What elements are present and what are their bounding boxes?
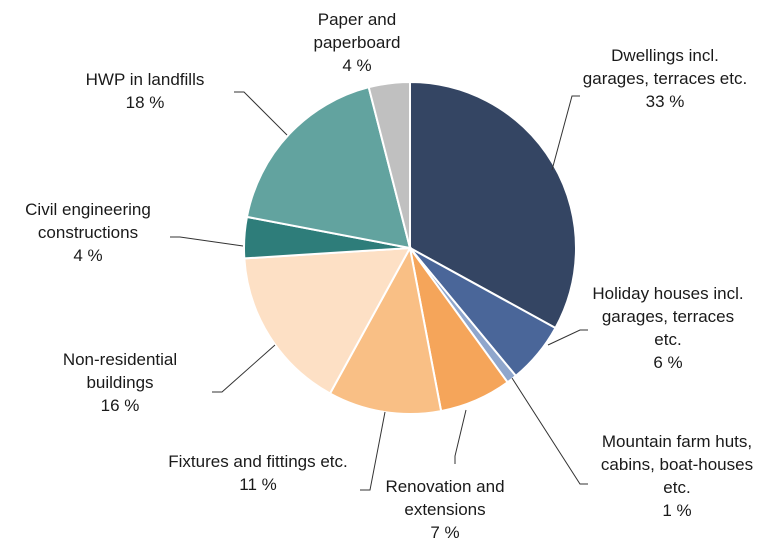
value-label: 16 % <box>100 396 140 415</box>
slice-label: Civil engineering constructions 4 % <box>3 198 173 267</box>
value-label: 4 % <box>73 246 103 265</box>
slice-label: Dwellings incl. garages, terraces etc. 33… <box>580 44 750 113</box>
leader-line <box>360 411 386 491</box>
category-name: Dwellings incl. garages, terraces etc. <box>582 46 748 88</box>
category-name: Non-residential buildings <box>62 350 178 392</box>
leader-line <box>511 377 588 485</box>
pie-slice <box>243 246 412 395</box>
value-label: 7 % <box>430 523 460 542</box>
slice-label: Renovation and extensions 7 % <box>370 475 520 544</box>
leader-line <box>547 329 588 346</box>
value-label: 6 % <box>653 353 683 372</box>
slice-label: HWP in landfills 18 % <box>60 68 230 114</box>
value-label: 4 % <box>342 56 372 75</box>
slice-label: Holiday houses incl. garages, terraces e… <box>588 282 748 374</box>
slice-label: Fixtures and fittings etc. 11 % <box>153 450 363 496</box>
value-label: 1 % <box>662 501 692 520</box>
pie-slice <box>245 85 412 250</box>
pie-slice <box>409 80 577 330</box>
value-label: 33 % <box>645 92 685 111</box>
category-name: Civil engineering constructions <box>25 200 151 242</box>
category-name: Paper and paperboard <box>313 10 401 52</box>
category-name: Mountain farm huts, cabins, boat-houses … <box>600 432 754 497</box>
category-name: HWP in landfills <box>85 70 205 89</box>
slice-label: Paper and paperboard 4 % <box>297 8 417 77</box>
category-name: Fixtures and fittings etc. <box>168 452 348 471</box>
leader-line <box>234 91 288 136</box>
leader-line <box>170 236 244 247</box>
value-label: 11 % <box>239 475 277 494</box>
leader-line <box>551 95 580 171</box>
slice-label: Mountain farm huts, cabins, boat-houses … <box>592 430 762 522</box>
category-name: Renovation and extensions <box>385 477 505 519</box>
pie-slice <box>367 80 411 249</box>
leader-line <box>212 344 276 393</box>
category-name: Holiday houses incl. garages, terraces e… <box>592 284 744 349</box>
slice-label: Non-residential buildings 16 % <box>35 348 205 417</box>
leader-line <box>454 409 467 464</box>
pie-slice <box>328 245 443 415</box>
value-label: 18 % <box>125 93 165 112</box>
